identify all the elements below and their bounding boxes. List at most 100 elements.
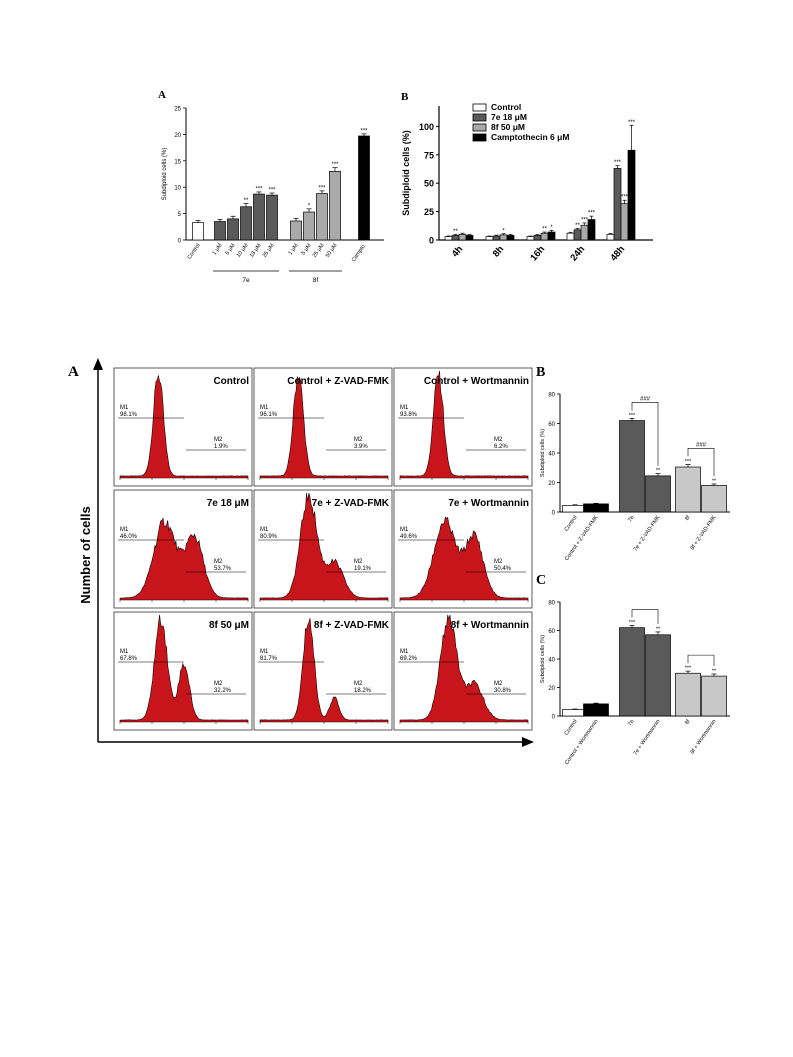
m2-value: 50.4% xyxy=(494,566,512,572)
figure2-panel-c: C 0 20 40 60 80 Subdiploid cells (%) Control Co… xyxy=(530,566,750,771)
category-label: Campto. xyxy=(351,242,368,263)
category-label: 5 μM xyxy=(225,242,237,256)
significance-label: *** xyxy=(255,186,263,192)
category-label: 8f xyxy=(684,718,692,726)
significance-label: *** xyxy=(629,620,636,626)
m1-value: 81.7% xyxy=(260,656,278,662)
bar xyxy=(485,236,494,241)
category-label: 8f xyxy=(684,514,692,522)
category-label: 24h xyxy=(568,244,587,264)
bar xyxy=(533,235,542,241)
histogram-area xyxy=(399,370,529,479)
m1-value: 93.8% xyxy=(400,412,418,418)
histogram-title: 7e + Wortmannin xyxy=(448,498,529,509)
category-label: 7e + Wortmannin xyxy=(633,719,662,757)
histogram-area xyxy=(399,614,529,723)
m1-label: M1 xyxy=(400,527,409,533)
y-tick-label: 0 xyxy=(429,236,434,246)
m1-value: 80.9% xyxy=(260,534,278,540)
category-label: 25 μM xyxy=(262,242,276,258)
y-axis-label: Subdiploid cells (%) xyxy=(540,429,546,477)
bar xyxy=(645,475,671,513)
comparison-label: ### xyxy=(696,442,707,448)
m2-label: M2 xyxy=(214,681,223,687)
m2-label: M2 xyxy=(494,681,503,687)
y-axis-arrowhead xyxy=(93,358,103,370)
bar xyxy=(583,703,609,717)
bar xyxy=(701,485,727,513)
y-tick-label: 5 xyxy=(178,212,182,218)
legend-swatch xyxy=(472,133,487,142)
y-tick-label: 10 xyxy=(174,186,181,192)
y-tick-label: 15 xyxy=(174,159,181,165)
m2-label: M2 xyxy=(494,437,503,443)
y-tick-label: 75 xyxy=(424,150,434,160)
group-label: 7e xyxy=(242,277,250,284)
m2-label: M2 xyxy=(354,437,363,443)
group-label: 8f xyxy=(313,277,319,284)
significance-label: *** xyxy=(685,459,692,465)
bar xyxy=(587,219,596,241)
category-label: Control xyxy=(564,719,579,737)
m2-value: 3.9% xyxy=(354,444,368,450)
significance-label: ** xyxy=(575,223,580,229)
category-label: 7e xyxy=(627,515,635,523)
comparison-bracket xyxy=(687,654,715,666)
m2-label: M2 xyxy=(354,559,363,565)
significance-label: *** xyxy=(685,666,692,672)
m2-value: 30.8% xyxy=(494,688,512,694)
bar xyxy=(675,672,701,717)
histogram-title: 8f + Z-VAD-FMK xyxy=(314,620,390,631)
y-tick-label: 20 xyxy=(548,481,555,487)
significance-label: *** xyxy=(331,162,339,168)
histogram-area xyxy=(119,517,249,601)
category-label: 5 μM xyxy=(301,242,313,256)
histogram-title: 8f + Wortmannin xyxy=(451,620,529,631)
bar xyxy=(303,211,315,241)
category-label: 16h xyxy=(528,244,547,264)
bar xyxy=(613,168,622,241)
bar xyxy=(645,634,671,717)
bar xyxy=(192,222,204,241)
m1-label: M1 xyxy=(260,405,269,411)
bar xyxy=(253,193,265,241)
bar xyxy=(566,232,575,241)
y-axis-label: Subdiploid cells (%) xyxy=(401,130,411,216)
legend-swatch xyxy=(472,113,487,122)
significance-label: ** xyxy=(244,198,249,204)
bar xyxy=(492,235,501,241)
figure1-panel-a-chart: A 0 5 10 15 20 25 Subdiploid cells (%) Control 1… xyxy=(158,89,384,284)
comparison-label: ### xyxy=(640,396,651,402)
histogram-area xyxy=(259,376,389,479)
bar xyxy=(451,235,460,241)
significance-label: *** xyxy=(588,211,596,217)
histogram-frame xyxy=(253,367,393,487)
y-tick-label: 80 xyxy=(548,393,555,399)
bar xyxy=(240,206,252,241)
y-tick-label: 20 xyxy=(548,686,555,692)
m1-label: M1 xyxy=(400,649,409,655)
significance-label: *** xyxy=(628,120,636,126)
category-label: 18 μM xyxy=(249,242,263,258)
legend-swatch xyxy=(472,103,487,112)
m1-label: M1 xyxy=(260,649,269,655)
category-label: 25 μM xyxy=(312,242,326,258)
panel-letter: B xyxy=(536,365,545,380)
bar xyxy=(580,224,589,241)
histogram-frame xyxy=(113,367,253,487)
figure1-panel-b: B 0 25 50 75 100 Subdiploid cells (%) ** 4h * 8h *… xyxy=(395,88,655,283)
m1-label: M1 xyxy=(120,405,129,411)
figure1-panel-b-chart: B 0 25 50 75 100 Subdiploid cells (%) ** 4h * 8h *… xyxy=(401,91,653,264)
significance-label: ** xyxy=(656,626,661,632)
comparison-bracket xyxy=(631,402,659,466)
bar xyxy=(499,234,508,241)
bar xyxy=(465,235,474,241)
histogram-title: 7e + Z-VAD-FMK xyxy=(312,498,390,509)
y-tick-label: 25 xyxy=(174,107,181,113)
bar xyxy=(701,675,727,717)
bar xyxy=(214,221,226,241)
legend-swatch xyxy=(472,123,487,132)
m2-value: 32.2% xyxy=(214,688,232,694)
histogram-area xyxy=(399,516,529,601)
